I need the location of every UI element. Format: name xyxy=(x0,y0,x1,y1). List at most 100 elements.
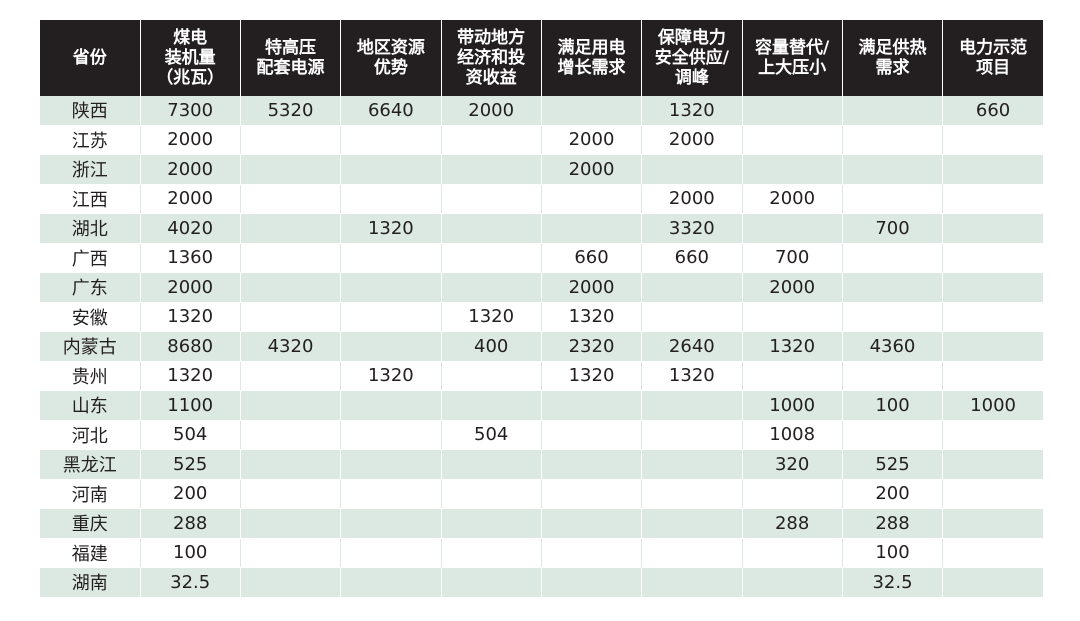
table-row: 湖南 32.5 32.5 xyxy=(40,567,1043,598)
value-cell xyxy=(441,184,542,214)
value-cell: 1320 xyxy=(641,96,743,126)
value-cell: 2000 xyxy=(541,272,643,303)
value-cell xyxy=(641,508,743,539)
value-cell: 2000 xyxy=(140,125,241,155)
value-cell: 2000 xyxy=(742,272,843,303)
value-cell xyxy=(441,125,542,155)
value-cell: 2320 xyxy=(541,331,643,362)
value-cell xyxy=(942,331,1043,362)
value-cell xyxy=(942,302,1043,332)
table-row: 山东 1100 1000 100 1000 xyxy=(40,390,1043,421)
table-row: 河北 504 504 1008 xyxy=(40,420,1043,450)
value-cell: 2000 xyxy=(641,125,743,155)
table-body: 陕西 7300 5320 6640 2000 1320 660 江苏 2000 2000 2000 浙… xyxy=(40,96,1043,598)
value-cell xyxy=(842,302,944,332)
value-cell xyxy=(240,213,342,244)
province-cell: 广东 xyxy=(40,272,141,303)
value-cell xyxy=(340,272,442,303)
table-row: 陕西 7300 5320 6640 2000 1320 660 xyxy=(40,96,1043,126)
province-cell: 湖北 xyxy=(40,213,141,244)
value-cell xyxy=(240,154,342,185)
province-cell: 贵州 xyxy=(40,361,141,391)
value-cell xyxy=(240,125,342,155)
value-cell xyxy=(942,213,1043,244)
value-cell: 1000 xyxy=(942,390,1043,421)
value-cell xyxy=(340,243,442,273)
province-cell: 浙江 xyxy=(40,154,141,185)
value-cell: 200 xyxy=(842,479,944,509)
province-cell: 福建 xyxy=(40,538,141,568)
value-cell xyxy=(541,479,643,509)
province-cell: 湖南 xyxy=(40,567,141,598)
table-row: 湖北 4020 1320 3320 700 xyxy=(40,213,1043,244)
value-cell xyxy=(340,420,442,450)
value-cell xyxy=(641,302,743,332)
value-cell xyxy=(641,479,743,509)
value-cell xyxy=(441,508,542,539)
value-cell: 5320 xyxy=(240,96,342,126)
value-cell: 1320 xyxy=(340,213,442,244)
value-cell xyxy=(340,449,442,480)
table-row: 河南 200 200 xyxy=(40,479,1043,509)
value-cell: 4360 xyxy=(842,331,944,362)
table-row: 安徽 1320 1320 1320 xyxy=(40,302,1043,332)
value-cell: 700 xyxy=(742,243,843,273)
value-cell xyxy=(842,96,944,126)
value-cell: 660 xyxy=(942,96,1043,126)
value-cell: 1000 xyxy=(742,390,843,421)
value-cell xyxy=(641,538,743,568)
value-cell xyxy=(240,479,342,509)
value-cell: 2000 xyxy=(742,184,843,214)
value-cell xyxy=(340,479,442,509)
value-cell xyxy=(641,449,743,480)
value-cell: 2640 xyxy=(641,331,743,362)
province-cell: 江西 xyxy=(40,184,141,214)
value-cell xyxy=(541,420,643,450)
province-cell: 安徽 xyxy=(40,302,141,332)
value-cell xyxy=(240,243,342,273)
value-cell: 100 xyxy=(842,390,944,421)
province-cell: 广西 xyxy=(40,243,141,273)
value-cell xyxy=(942,479,1043,509)
column-header: 地区资源 优势 xyxy=(340,20,442,96)
value-cell xyxy=(842,154,944,185)
value-cell xyxy=(441,361,542,391)
value-cell xyxy=(641,154,743,185)
data-table-container: 省份 煤电 装机量 （兆瓦） 特高压 配套电源 地区资源 优势 带动地方 经济和投 资收益 满足用电增… xyxy=(40,20,1043,598)
value-cell: 1100 xyxy=(140,390,241,421)
value-cell xyxy=(441,272,542,303)
value-cell: 1320 xyxy=(541,361,643,391)
value-cell: 700 xyxy=(842,213,944,244)
value-cell xyxy=(240,508,342,539)
value-cell: 660 xyxy=(641,243,743,273)
value-cell xyxy=(340,508,442,539)
value-cell: 2000 xyxy=(441,96,542,126)
value-cell xyxy=(842,184,944,214)
value-cell: 100 xyxy=(842,538,944,568)
value-cell xyxy=(240,567,342,598)
value-cell: 7300 xyxy=(140,96,241,126)
value-cell: 2000 xyxy=(641,184,743,214)
value-cell xyxy=(842,243,944,273)
value-cell xyxy=(942,361,1043,391)
value-cell: 525 xyxy=(140,449,241,480)
value-cell: 2000 xyxy=(541,154,643,185)
table-row: 江苏 2000 2000 2000 xyxy=(40,125,1043,155)
value-cell xyxy=(240,272,342,303)
value-cell xyxy=(441,567,542,598)
province-cell: 河南 xyxy=(40,479,141,509)
value-cell xyxy=(441,390,542,421)
value-cell xyxy=(742,538,843,568)
province-cell: 山东 xyxy=(40,390,141,421)
province-cell: 江苏 xyxy=(40,125,141,155)
table-row: 福建 100 100 xyxy=(40,538,1043,568)
column-header: 满足用电 增长需求 xyxy=(541,20,643,96)
value-cell xyxy=(942,125,1043,155)
value-cell xyxy=(942,154,1043,185)
value-cell xyxy=(240,184,342,214)
value-cell: 1320 xyxy=(641,361,743,391)
value-cell xyxy=(340,154,442,185)
value-cell: 2000 xyxy=(140,154,241,185)
value-cell xyxy=(942,508,1043,539)
value-cell xyxy=(942,538,1043,568)
